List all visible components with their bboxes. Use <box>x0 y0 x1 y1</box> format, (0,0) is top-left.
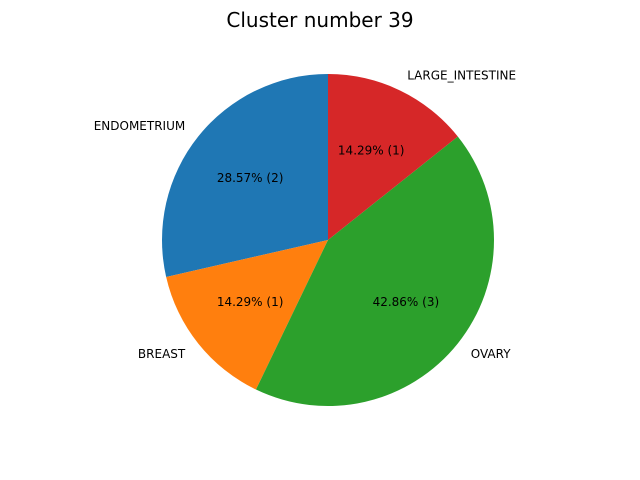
chart-title: Cluster number 39 <box>226 8 413 32</box>
pie-slice-large-intestine <box>328 74 458 240</box>
percent-label-large-intestine: 14.29% (1) <box>338 143 405 157</box>
pie-slice-endometrium <box>162 74 328 277</box>
pie-slices <box>162 74 494 407</box>
percent-label-ovary: 42.86% (3) <box>373 295 440 309</box>
category-label-endometrium: ENDOMETRIUM <box>94 119 186 133</box>
pie-slice-breast <box>166 240 328 390</box>
pie-slice-ovary <box>255 136 494 407</box>
percent-label-endometrium: 28.57% (2) <box>217 171 284 185</box>
percent-label-breast: 14.29% (1) <box>217 295 284 309</box>
category-label-large-intestine: LARGE_INTESTINE <box>407 68 516 82</box>
category-label-ovary: OVARY <box>471 347 511 361</box>
pie-labels: ENDOMETRIUM 28.57% (2) BREAST 14.29% (1) OVA… <box>94 68 516 360</box>
category-label-breast: BREAST <box>138 347 186 361</box>
